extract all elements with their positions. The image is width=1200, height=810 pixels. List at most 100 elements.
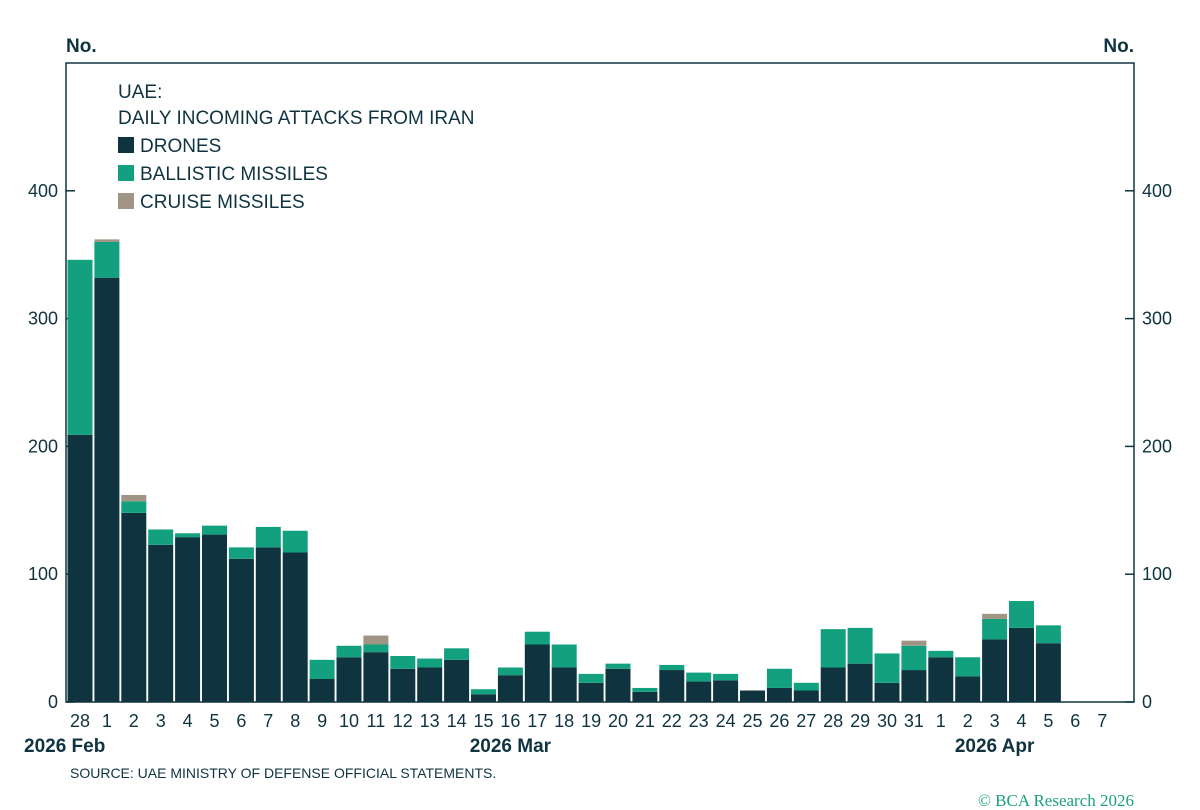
x-tick-label: 29	[850, 711, 870, 731]
y-tick-label-left: 100	[28, 564, 58, 584]
bar-drones	[686, 681, 712, 702]
bar-ballistic-missiles	[202, 525, 227, 535]
bar-drones	[471, 694, 496, 702]
bar-cruise-missiles	[121, 494, 147, 502]
bar-drones	[282, 552, 308, 702]
bar-drones	[417, 667, 443, 702]
bar-drones	[632, 691, 658, 702]
bar-drones	[309, 678, 335, 702]
bar-ballistic-missiles	[847, 627, 873, 664]
bar-ballistic-missiles	[228, 547, 254, 559]
bar-drones	[982, 639, 1008, 702]
x-tick-label: 4	[1016, 711, 1026, 731]
bar-cruise-missiles	[94, 239, 120, 242]
bar-ballistic-missiles	[524, 631, 550, 645]
x-tick-label: 5	[1043, 711, 1053, 731]
legend-swatch	[118, 193, 134, 209]
bar-ballistic-missiles	[955, 657, 981, 677]
x-tick-label: 11	[367, 711, 386, 731]
bar-ballistic-missiles	[820, 629, 846, 668]
chart-title-line-1: UAE:	[118, 82, 162, 103]
bar-ballistic-missiles	[982, 618, 1008, 640]
bar-drones	[901, 670, 927, 702]
bar-drones	[67, 434, 93, 702]
bar-drones	[444, 659, 470, 702]
bar-drones	[390, 668, 416, 702]
x-tick-label: 16	[500, 711, 520, 731]
x-tick-label: 5	[209, 711, 219, 731]
bar-ballistic-missiles	[471, 689, 496, 695]
bar-drones	[228, 558, 254, 702]
x-tick-label: 26	[769, 711, 789, 731]
x-tick-label: 2	[129, 711, 139, 731]
legend-label: CRUISE MISSILES	[140, 192, 305, 213]
x-tick-label: 1	[102, 711, 112, 731]
copyright-note: © BCA Research 2026	[978, 791, 1134, 810]
bar-ballistic-missiles	[390, 655, 416, 669]
bar-ballistic-missiles	[901, 645, 927, 671]
x-tick-label: 7	[263, 711, 273, 731]
bar-ballistic-missiles	[578, 673, 604, 683]
bars	[67, 239, 1061, 702]
x-tick-label: 10	[339, 711, 359, 731]
right-unit-label: No.	[1103, 36, 1134, 57]
bar-ballistic-missiles	[363, 644, 389, 653]
bar-ballistic-missiles	[282, 530, 308, 553]
bar-ballistic-missiles	[766, 668, 792, 688]
legend-swatch	[118, 137, 134, 153]
bar-ballistic-missiles	[417, 658, 443, 668]
bar-drones	[121, 512, 147, 702]
bar-drones	[255, 547, 281, 702]
bar-drones	[928, 657, 954, 702]
legend-label: DRONES	[140, 136, 221, 157]
x-tick-label: 24	[716, 711, 736, 731]
y-tick-label-left: 200	[28, 436, 58, 456]
y-tick-label-left: 300	[28, 309, 58, 329]
bar-ballistic-missiles	[121, 501, 147, 513]
x-tick-label: 18	[554, 711, 574, 731]
bar-drones	[336, 657, 362, 702]
bar-ballistic-missiles	[309, 659, 335, 679]
legend-label: BALLISTIC MISSILES	[140, 164, 328, 185]
bar-ballistic-missiles	[1035, 625, 1061, 644]
bar-drones	[955, 676, 981, 702]
bar-drones	[497, 675, 523, 702]
bar-drones	[1009, 627, 1034, 702]
x-tick-label: 3	[156, 711, 166, 731]
bar-drones	[605, 668, 631, 702]
left-unit-label: No.	[66, 36, 97, 57]
x-tick-label: 27	[796, 711, 816, 731]
bar-drones	[578, 682, 604, 702]
x-tick-label: 8	[290, 711, 300, 731]
bar-drones	[820, 667, 846, 702]
x-tick-label: 13	[420, 711, 440, 731]
bar-ballistic-missiles	[444, 648, 470, 660]
x-tick-label: 6	[1070, 711, 1080, 731]
source-note: SOURCE: UAE MINISTRY OF DEFENSE OFFICIAL…	[70, 765, 496, 781]
bar-ballistic-missiles	[551, 644, 577, 668]
bar-drones	[524, 644, 550, 702]
x-tick-label: 19	[581, 711, 601, 731]
bar-ballistic-missiles	[659, 664, 685, 671]
bar-drones	[713, 680, 739, 702]
x-tick-label: 22	[662, 711, 682, 731]
x-tick-label: 30	[877, 711, 897, 731]
y-tick-label-right: 300	[1142, 309, 1172, 329]
bar-ballistic-missiles	[336, 645, 362, 658]
bar-ballistic-missiles	[67, 259, 93, 435]
bar-drones	[551, 667, 577, 702]
x-tick-label: 28	[823, 711, 843, 731]
bar-ballistic-missiles	[497, 667, 523, 676]
bar-drones	[766, 687, 792, 702]
bar-drones	[740, 690, 765, 702]
x-tick-label: 28	[70, 711, 90, 731]
x-tick-label: 7	[1097, 711, 1107, 731]
bar-cruise-missiles	[901, 640, 927, 646]
bar-ballistic-missiles	[175, 533, 201, 538]
bar-ballistic-missiles	[1009, 601, 1034, 628]
y-tick-label-right: 200	[1142, 436, 1172, 456]
bar-cruise-missiles	[982, 613, 1008, 619]
x-tick-label: 9	[317, 711, 327, 731]
x-tick-label: 15	[473, 711, 493, 731]
